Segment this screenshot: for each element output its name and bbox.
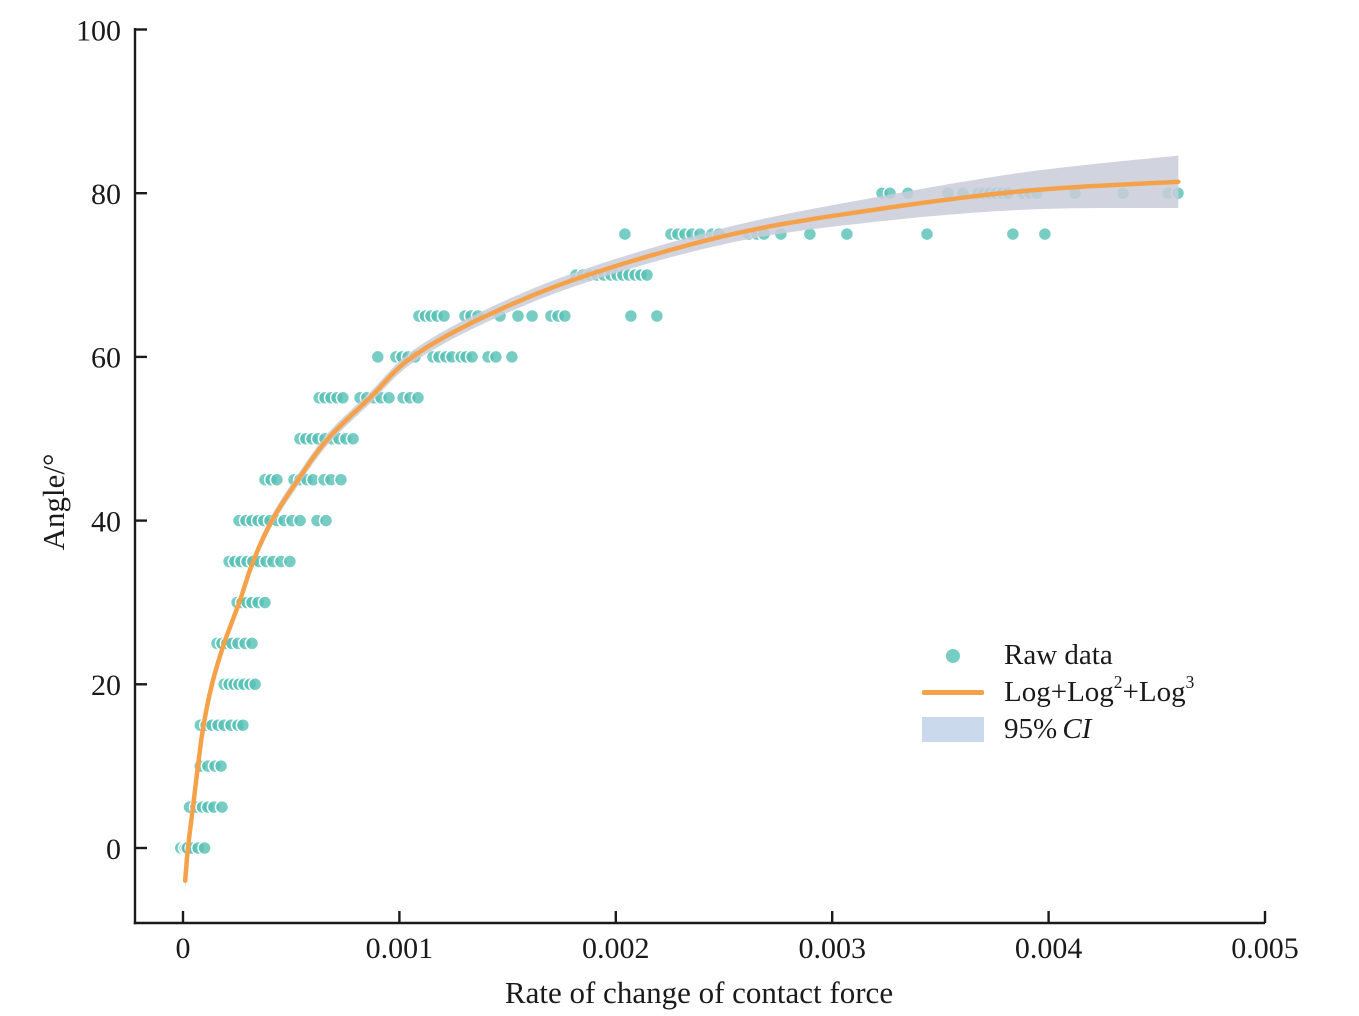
raw-data-dot-swatch [946,648,960,663]
scatter-point [292,513,308,528]
scatter-point [649,308,665,324]
scatter-point [335,390,351,406]
x-tick-label: 0.005 [1231,932,1299,965]
y-tick-label: 40 [91,505,121,538]
legend-fit-label: Log+Log2+Log3 [1004,671,1195,708]
scatter-point [257,595,273,610]
scatter-point [1037,226,1053,242]
legend-raw-data-label: Raw data [1004,639,1113,671]
scatter-point [919,226,935,242]
scatter-point [488,349,504,365]
scatter-point [1005,226,1021,242]
scatter-point [213,758,229,774]
scatter-point [623,308,639,324]
scatter-point [557,308,573,324]
y-tick-label: 0 [106,833,121,866]
fit-line-swatch [922,690,984,695]
scatter-point [247,677,263,692]
scatter-point [269,472,285,487]
scatter-point [333,472,349,487]
scatter-point [839,226,855,242]
fit-curve [182,179,1181,883]
x-tick-label: 0.002 [582,932,650,965]
x-tick-label: 0.004 [1015,932,1083,965]
scatter-point [617,226,633,242]
y-tick-label: 20 [91,669,121,702]
scatter-point [318,513,334,528]
scatter-point [436,308,452,324]
ci-band [185,155,1179,892]
scatter-point [235,717,251,733]
scatter-point [282,554,298,569]
y-tick-label: 100 [76,14,121,47]
scatter-point [214,799,230,815]
scatter-point [504,349,520,365]
scatter-point [370,349,386,365]
scatter-point [345,431,361,447]
x-axis-label: Rate of change of contact force [504,975,894,1010]
scatter-point [410,390,426,406]
scatter-point [639,267,655,283]
scatter-point [510,308,526,324]
x-tick-label: 0 [176,932,191,965]
legend-ci-label: 95% CI [1004,713,1092,745]
scatter-point [197,840,212,856]
y-tick-label: 60 [91,342,121,375]
scatter-point [524,308,540,324]
scatter-point [464,349,480,365]
legend-item-ci: 95% CI [916,711,1194,748]
legend: Raw data Log+Log2+Log3 95% CI [916,637,1194,748]
scatter-point [381,390,397,406]
legend-item-raw-data: Raw data [916,637,1194,674]
y-axis-label: Angle/° [36,453,71,551]
scatter-point [244,636,260,651]
ci-band-swatch [922,717,984,742]
legend-item-fit: Log+Log2+Log3 [916,671,1195,711]
x-tick-label: 0.001 [366,932,434,965]
y-tick-label: 80 [91,178,121,211]
x-tick-label: 0.003 [798,932,866,965]
